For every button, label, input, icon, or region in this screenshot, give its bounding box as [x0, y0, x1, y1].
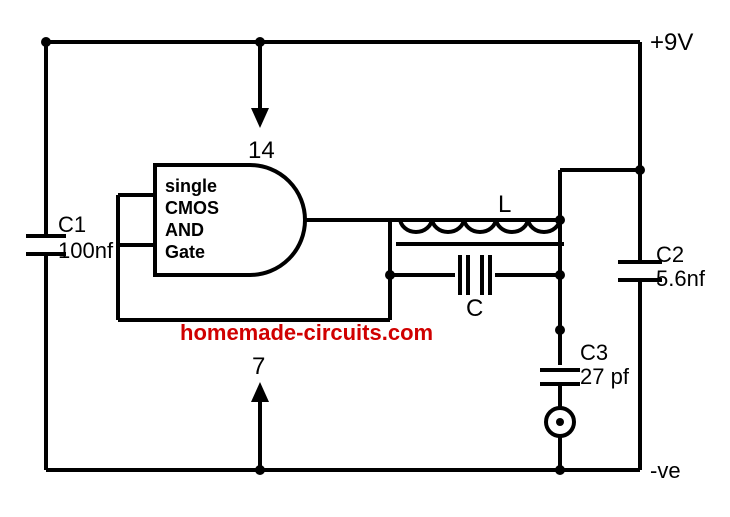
l-ref: L [498, 191, 511, 218]
c2-ref: C2 [656, 242, 684, 267]
gate-label-2: CMOS [165, 198, 219, 218]
pos-rail-label: +9V [650, 29, 693, 56]
pin7-label: 7 [252, 353, 265, 380]
c2-val: 5.6nf [656, 266, 706, 291]
c1-ref: C1 [58, 212, 86, 237]
watermark: homemade-circuits.com [180, 320, 433, 345]
gate-label-4: Gate [165, 242, 205, 262]
pin14-label: 14 [248, 137, 275, 164]
c1-val: 100nf [58, 238, 114, 263]
neg-rail-label: -ve [650, 458, 681, 483]
gate-label-1: single [165, 176, 217, 196]
c3-val: 27 pf [580, 364, 630, 389]
c3-ref: C3 [580, 340, 608, 365]
gate-label-3: AND [165, 220, 204, 240]
and-gate [118, 165, 380, 275]
c-ref: C [466, 295, 483, 322]
